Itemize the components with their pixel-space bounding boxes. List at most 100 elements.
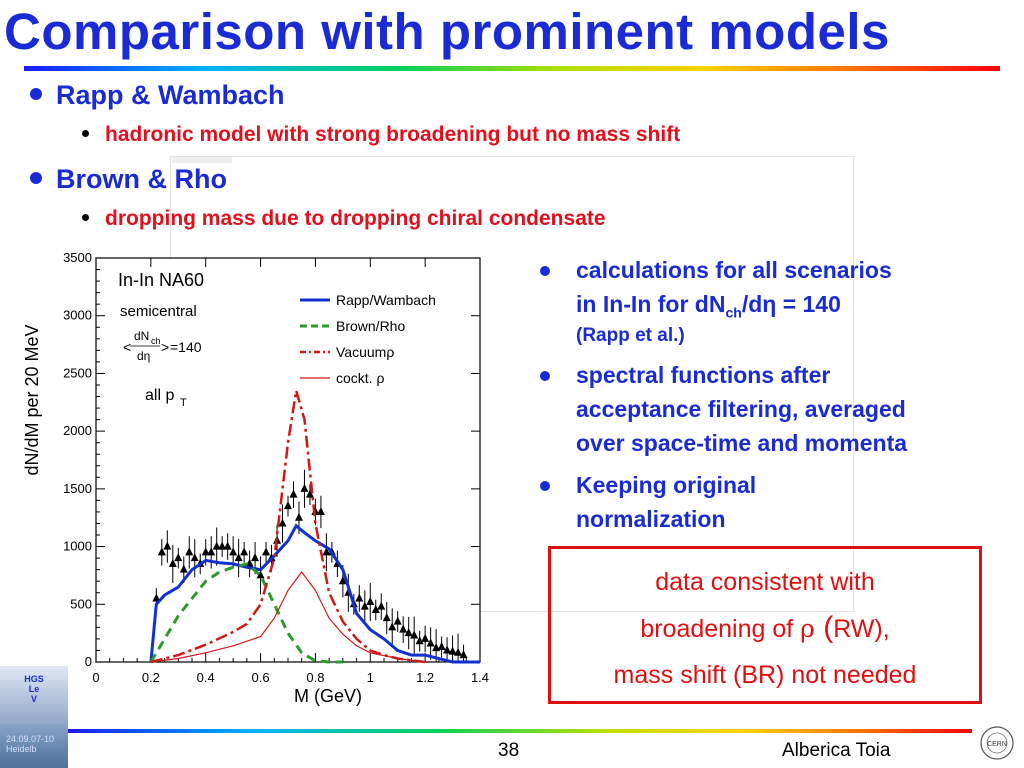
bullet-brown-rho: Brown & Rho bbox=[30, 164, 227, 195]
y-tick-label: 3000 bbox=[63, 308, 92, 323]
data-point bbox=[360, 601, 369, 610]
right-bullet-spectral: spectral functions after acceptance filt… bbox=[540, 358, 1000, 462]
y-tick-label: 3500 bbox=[63, 250, 92, 265]
x-tick-label: 0 bbox=[92, 670, 99, 685]
title-underline bbox=[24, 66, 1000, 71]
legend-label: cockt. ρ bbox=[336, 370, 384, 386]
annotation-bracket-left: < bbox=[123, 339, 131, 355]
conclusion-line: broadening of ρ (RW), bbox=[551, 605, 979, 652]
bullet-line-text: in In-In for dN bbox=[576, 291, 726, 317]
conclusion-line: data consistent with bbox=[655, 568, 875, 596]
data-point bbox=[448, 646, 457, 655]
annotation-mult-num: dN bbox=[134, 329, 149, 343]
y-axis-label: dN/dM per 20 MeV bbox=[22, 324, 42, 475]
data-point bbox=[437, 641, 446, 650]
sub-bullet-label: hadronic model with strong broadening bu… bbox=[105, 123, 681, 146]
y-tick-label: 500 bbox=[70, 596, 92, 611]
annotation-pt-sub: T bbox=[180, 397, 187, 409]
bullet-line-text: /dη = 140 bbox=[741, 291, 841, 317]
rho-symbol: ρ bbox=[800, 614, 815, 643]
data-point bbox=[459, 650, 468, 659]
data-point bbox=[355, 593, 364, 602]
data-point bbox=[421, 633, 430, 642]
x-tick-label: 1.4 bbox=[471, 670, 489, 685]
data-point bbox=[305, 489, 314, 498]
data-point bbox=[294, 512, 303, 521]
data-point bbox=[152, 593, 161, 602]
bullet-line: acceptance filtering, averaged bbox=[576, 396, 906, 422]
data-point bbox=[316, 506, 325, 515]
data-point bbox=[212, 541, 221, 550]
logo-text: 24.09.07-10 Heidelb bbox=[6, 734, 55, 754]
conclusion-line: mass shift (BR) not needed bbox=[613, 661, 917, 689]
bullet-dot bbox=[30, 87, 42, 100]
data-point bbox=[240, 547, 249, 556]
data-point bbox=[157, 547, 166, 556]
y-tick-label: 1000 bbox=[63, 539, 92, 554]
data-point bbox=[410, 630, 419, 639]
legend-label: Vacuumρ bbox=[336, 344, 394, 360]
data-point bbox=[201, 547, 210, 556]
bullet-label: Brown & Rho bbox=[56, 164, 227, 194]
data-point bbox=[404, 628, 413, 637]
slide-title: Comparison with prominent models bbox=[4, 3, 890, 60]
bullet-line: calculations for all scenarios bbox=[576, 257, 892, 283]
data-point bbox=[443, 645, 452, 654]
bullet-rapp-wambach: Rapp & Wambach bbox=[30, 80, 285, 111]
data-point bbox=[388, 622, 397, 631]
data-point bbox=[262, 547, 271, 556]
bullet-label: Rapp & Wambach bbox=[56, 80, 285, 110]
cern-logo-icon: CERN bbox=[980, 726, 1014, 760]
conference-logo-top: HGS Le V bbox=[0, 666, 68, 726]
data-point bbox=[426, 638, 435, 647]
right-bullet-normalization: Keeping original normalization bbox=[540, 468, 1000, 538]
x-tick-label: 0.8 bbox=[306, 670, 324, 685]
annotation-pt: all p bbox=[145, 387, 174, 404]
annotation-system: In-In NA60 bbox=[118, 270, 204, 290]
data-point bbox=[393, 616, 402, 625]
y-tick-label: 1500 bbox=[63, 481, 92, 496]
y-tick-label: 0 bbox=[85, 654, 92, 669]
data-point bbox=[300, 483, 309, 492]
data-point bbox=[179, 564, 188, 573]
bullet-dot bbox=[540, 481, 550, 491]
embedded-figure-tag bbox=[172, 157, 232, 163]
conclusion-text: RW), bbox=[833, 615, 890, 643]
data-point bbox=[207, 547, 216, 556]
data-point bbox=[284, 501, 292, 510]
x-axis-label: M (GeV) bbox=[294, 686, 362, 706]
data-point bbox=[190, 553, 199, 562]
x-tick-label: 1 bbox=[367, 670, 374, 685]
series-line bbox=[150, 570, 426, 663]
page-number: 38 bbox=[498, 740, 520, 761]
data-point bbox=[322, 547, 331, 556]
sub-bullet-label: dropping mass due to dropping chiral con… bbox=[105, 207, 606, 230]
right-bullet-calculations: calculations for all scenarios in In-In … bbox=[540, 253, 1000, 353]
footer-rule bbox=[68, 729, 972, 733]
conclusion-box: data consistent with broadening of ρ (RW… bbox=[548, 546, 982, 704]
x-tick-label: 0.6 bbox=[252, 670, 270, 685]
data-point bbox=[399, 624, 408, 633]
x-tick-label: 0.4 bbox=[197, 670, 215, 685]
data-point bbox=[371, 605, 380, 614]
data-point bbox=[278, 518, 287, 527]
logo-text: HGS Le V bbox=[24, 674, 44, 704]
data-point bbox=[415, 636, 424, 645]
data-point bbox=[245, 558, 254, 567]
series-line bbox=[149, 562, 343, 664]
bullet-line: Keeping original bbox=[576, 472, 757, 498]
data-point bbox=[454, 647, 463, 656]
bullet-dot bbox=[540, 371, 550, 381]
series-line bbox=[150, 390, 426, 664]
data-point bbox=[366, 596, 375, 605]
author-name: Alberica Toia bbox=[782, 740, 891, 761]
data-point bbox=[382, 613, 391, 622]
data-point bbox=[289, 489, 298, 498]
data-point bbox=[251, 553, 260, 562]
bullet-line: over space-time and momenta bbox=[576, 430, 908, 456]
data-point bbox=[377, 601, 386, 610]
mass-spectrum-chart: 0 0.2 0.4 0.6 0.8 1 1.2 1.4 0 500 1000 1500 2000 2500… bbox=[22, 250, 489, 706]
y-tick-label: 2500 bbox=[63, 365, 92, 380]
legend-label: Brown/Rho bbox=[336, 318, 405, 334]
data-point bbox=[185, 547, 194, 556]
